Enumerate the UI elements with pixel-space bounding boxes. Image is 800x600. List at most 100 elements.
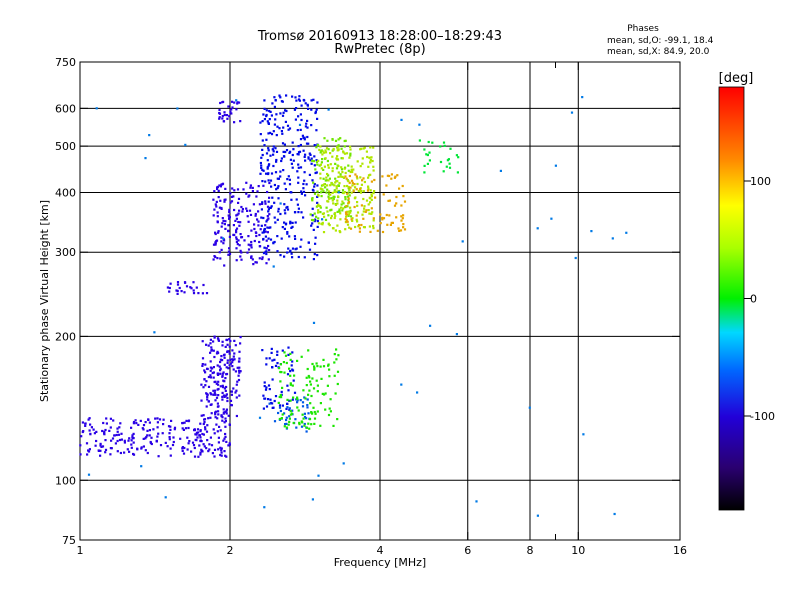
- data-point: [307, 412, 310, 415]
- data-point: [316, 117, 319, 120]
- data-point: [338, 189, 341, 193]
- x-tick-labels: 1 2 4 6 8 10 16: [77, 544, 688, 557]
- data-point: [221, 395, 224, 398]
- data-point: [198, 434, 201, 437]
- data-point: [336, 202, 339, 205]
- data-point: [291, 360, 294, 363]
- data-point: [342, 192, 345, 195]
- data-point: [308, 152, 311, 155]
- data-point: [300, 420, 303, 423]
- data-point: [265, 109, 268, 112]
- data-point: [359, 188, 362, 191]
- data-point: [146, 429, 149, 432]
- data-point: [315, 146, 318, 149]
- data-point: [206, 398, 209, 401]
- data-point: [291, 166, 294, 169]
- data-point: [157, 432, 160, 435]
- data-point: [322, 358, 325, 361]
- data-point: [294, 118, 297, 121]
- data-point: [216, 417, 219, 420]
- data-point: [331, 199, 334, 202]
- data-point: [211, 452, 214, 455]
- data-point: [266, 159, 269, 162]
- data-point: [279, 212, 282, 216]
- data-point: [325, 176, 328, 179]
- data-point: [285, 206, 288, 209]
- data-point: [249, 244, 252, 247]
- data-point: [289, 222, 292, 225]
- data-point: [148, 421, 151, 424]
- data-point: [241, 210, 244, 213]
- data-point: [81, 421, 84, 424]
- data-point: [215, 423, 218, 426]
- data-point: [319, 206, 322, 209]
- data-point: [308, 418, 312, 421]
- data-point: [265, 138, 268, 141]
- data-point: [270, 347, 273, 350]
- data-point: [217, 231, 220, 234]
- data-point: [338, 208, 341, 211]
- data-point: [285, 416, 288, 419]
- data-point: [245, 207, 248, 210]
- data-point: [303, 171, 306, 174]
- data-point: [237, 239, 240, 242]
- data-point: [307, 393, 310, 396]
- data-point: [173, 426, 177, 429]
- data-point: [316, 201, 319, 204]
- y-tick-label: 750: [55, 56, 76, 69]
- data-point: [209, 374, 212, 377]
- data-point: [261, 201, 264, 204]
- data-point: [320, 191, 323, 194]
- data-point: [255, 195, 258, 198]
- data-point: [294, 418, 297, 421]
- data-point: [216, 185, 219, 188]
- data-point: [217, 380, 220, 383]
- data-point: [282, 111, 285, 114]
- data-point: [168, 432, 171, 435]
- data-point: [272, 164, 275, 168]
- data-point: [311, 159, 314, 162]
- data-point: [280, 237, 283, 240]
- data-point: [235, 99, 238, 102]
- data-point: [199, 453, 202, 456]
- data-point: [341, 189, 345, 192]
- data-point: [304, 397, 307, 400]
- data-point: [292, 379, 295, 382]
- data-point: [235, 240, 238, 243]
- data-point: [582, 433, 585, 436]
- data-point: [223, 200, 226, 203]
- data-point: [117, 433, 121, 436]
- data-point: [265, 250, 268, 253]
- data-point: [300, 118, 303, 122]
- data-point: [337, 165, 340, 168]
- data-point: [99, 449, 102, 452]
- data-point: [104, 448, 108, 451]
- data-point: [99, 442, 102, 445]
- data-point: [222, 371, 225, 374]
- data-point: [120, 432, 123, 435]
- data-point: [268, 402, 271, 405]
- data-point: [232, 195, 235, 198]
- data-point: [229, 110, 232, 114]
- data-point: [120, 438, 123, 441]
- data-point: [196, 436, 199, 439]
- data-point: [264, 180, 267, 183]
- data-point: [323, 151, 326, 154]
- data-point: [344, 211, 348, 214]
- data-point: [89, 433, 92, 436]
- data-point: [328, 224, 331, 227]
- data-point: [266, 231, 269, 234]
- data-point: [228, 208, 231, 211]
- data-point: [194, 433, 197, 436]
- data-point: [199, 451, 202, 454]
- data-point: [306, 119, 309, 122]
- data-point: [361, 157, 364, 160]
- data-point: [399, 229, 403, 232]
- data-point: [308, 389, 311, 392]
- data-point: [273, 96, 276, 99]
- data-point: [256, 190, 259, 193]
- data-point: [219, 360, 222, 364]
- data-point: [349, 215, 353, 218]
- data-point: [179, 437, 182, 440]
- data-point: [325, 206, 328, 209]
